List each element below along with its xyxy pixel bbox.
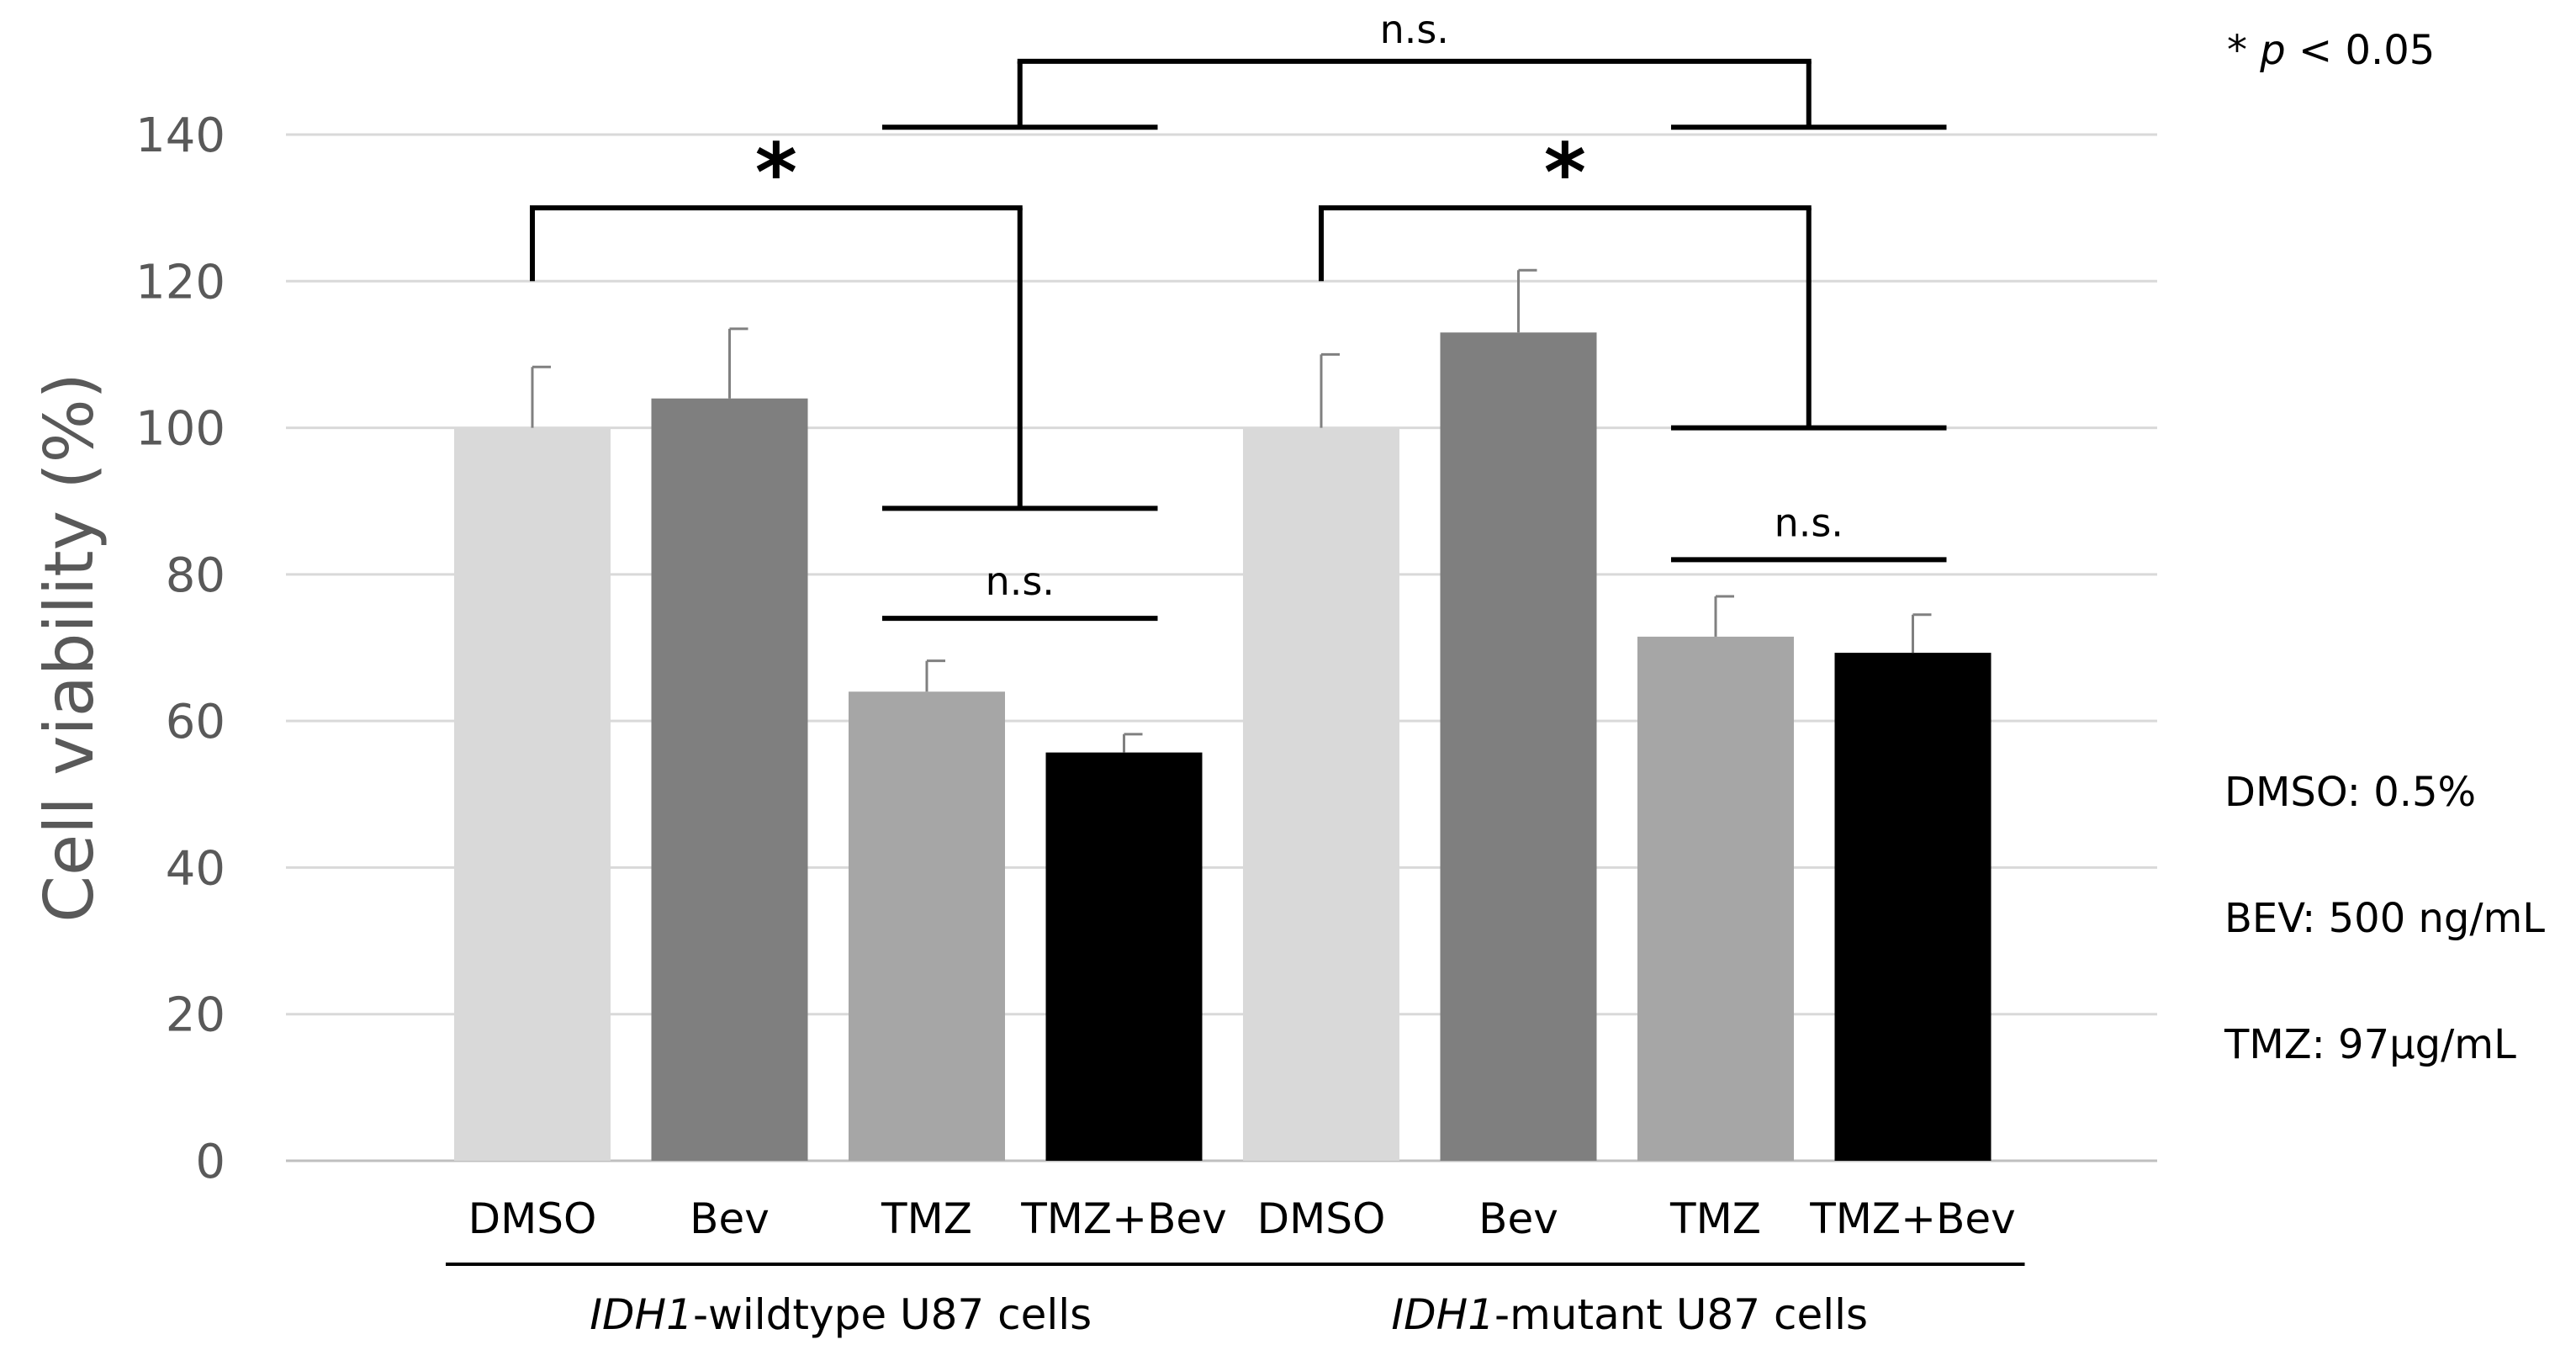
group-label: IDH1-mutant U87 cells (1391, 1290, 1868, 1339)
significance-note: * p < 0.05 (2227, 27, 2435, 74)
y-tick-label: 40 (166, 841, 225, 896)
condition-note: TMZ: 97µg/mL (2224, 1021, 2516, 1068)
significance-label: n.s. (1380, 7, 1449, 52)
bar (1045, 752, 1203, 1161)
notes: * p < 0.05 DMSO: 0.5% BEV: 500 ng/mL TMZ: 9… (2224, 27, 2545, 1068)
x-tick-label: Bev (1478, 1194, 1558, 1243)
bars (454, 268, 1992, 1162)
condition-note: BEV: 500 ng/mL (2224, 895, 2545, 942)
y-tick-label: 0 (195, 1135, 225, 1189)
y-tick-label: 100 (135, 402, 225, 457)
bar (1440, 332, 1597, 1161)
x-tick-label: TMZ (881, 1194, 972, 1243)
y-tick-label: 20 (166, 988, 225, 1043)
bar (1243, 427, 1399, 1162)
y-tick-label: 80 (166, 548, 225, 603)
x-tick-label: DMSO (1257, 1194, 1386, 1243)
x-tick-label: DMSO (468, 1194, 597, 1243)
bar (849, 691, 1005, 1161)
group-label: IDH1-wildtype U87 cells (590, 1290, 1092, 1339)
bar (1637, 636, 1794, 1161)
significance-label: n.s. (1775, 500, 1843, 545)
significance-label: n.s. (986, 559, 1055, 604)
bar (651, 398, 808, 1161)
significance-star: * (1544, 126, 1586, 220)
x-tick-label: TMZ+Bev (1809, 1194, 2015, 1243)
significance-annotations: n.s. * * n.s. n.s. (530, 7, 1947, 622)
x-tick-label: TMZ+Bev (1020, 1194, 1226, 1243)
bar (1834, 653, 1992, 1161)
y-tick-label: 120 (135, 255, 225, 310)
x-tick-label: Bev (690, 1194, 770, 1243)
y-tick-label: 60 (166, 695, 225, 749)
bar (454, 427, 611, 1162)
significance-star: * (755, 126, 797, 220)
axes: 0 20 40 60 80 100 120 140 Cell viability (%) DMSO… (30, 109, 2025, 1339)
condition-note: DMSO: 0.5% (2224, 769, 2476, 816)
y-tick-label: 140 (135, 109, 225, 163)
y-axis-label: Cell viability (%) (30, 373, 108, 923)
x-tick-label: TMZ (1669, 1194, 1761, 1243)
